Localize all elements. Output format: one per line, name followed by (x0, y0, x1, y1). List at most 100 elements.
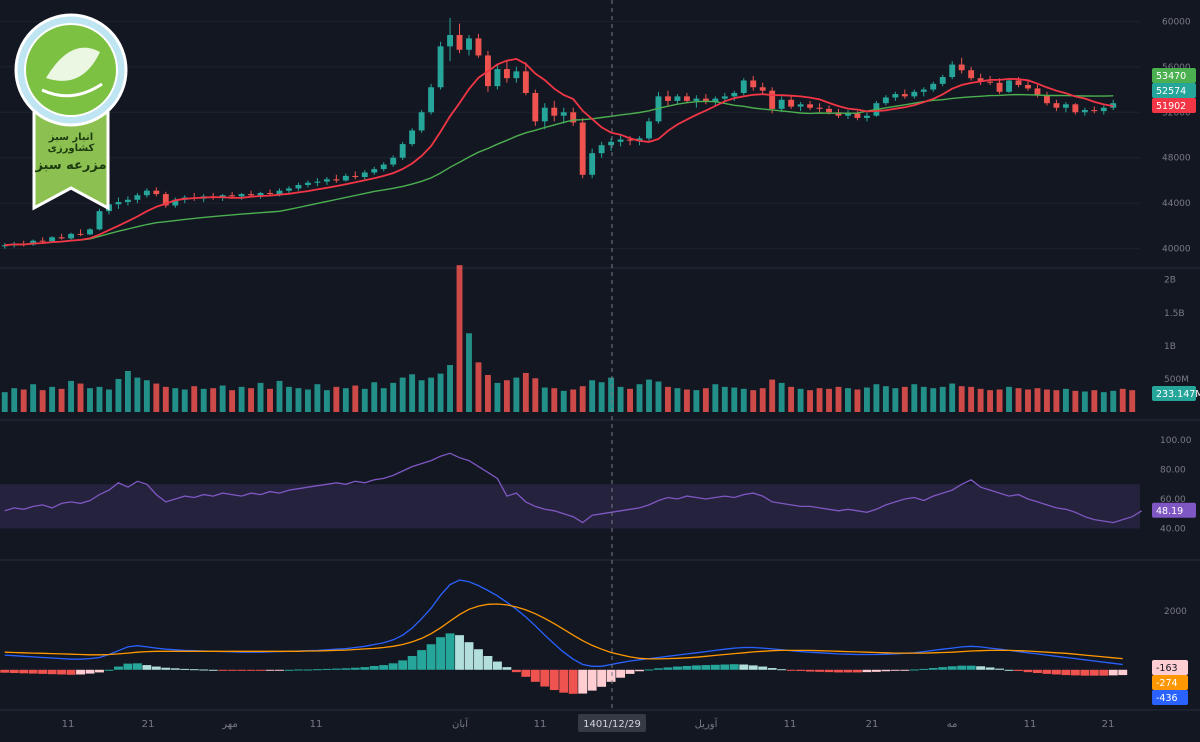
price-tick-label: 52000 (1162, 108, 1191, 118)
macd-histogram-bar (853, 669, 862, 673)
price-tick-label: 44000 (1162, 199, 1191, 209)
candle-body (778, 99, 785, 109)
volume-bar (361, 388, 368, 412)
volume-bar (608, 377, 615, 412)
price-tick-label: 56000 (1162, 63, 1191, 73)
volume-tick-label: 1B (1164, 342, 1176, 352)
candle-body (807, 104, 814, 108)
volume-bar (210, 388, 217, 412)
candle-body (845, 113, 851, 116)
volume-bar (58, 388, 65, 412)
macd-histogram-bar (606, 669, 616, 682)
macd-histogram-bar (1033, 669, 1042, 674)
candle-body (513, 71, 520, 79)
watermark-logo: انبار سبز کشاورزی مزرعه سبز (12, 12, 130, 212)
candle-body (447, 35, 453, 47)
volume-bar (390, 382, 397, 412)
volume-bar (731, 387, 738, 412)
volume-bar (494, 382, 501, 412)
macd-histogram-bar (227, 669, 237, 671)
candle-body (551, 107, 558, 116)
candle-body (759, 87, 766, 91)
candle-body (96, 211, 103, 230)
candle-body (617, 139, 624, 142)
axes: 60000 56000 52000 48000 44000 40000 53470 52574… (62, 0, 1200, 732)
macd-pane (0, 579, 1128, 694)
candle-body (683, 96, 690, 101)
macd-tag: -163 (1156, 663, 1178, 674)
macd-histogram-bar (322, 668, 332, 670)
macd-histogram-bar (284, 669, 294, 671)
macd-histogram-bar (1108, 669, 1118, 676)
volume-bar (96, 386, 103, 412)
macd-histogram-bar (246, 669, 256, 671)
macd-histogram-bar (815, 669, 824, 672)
candle-body (930, 83, 937, 90)
candle-body (229, 195, 236, 197)
macd-tick-label: 2000 (1164, 607, 1187, 617)
candle-body (162, 194, 169, 206)
macd-histogram-bar (426, 644, 436, 670)
price-tick-label: 40000 (1162, 245, 1191, 255)
macd-histogram-bar (180, 668, 190, 670)
volume-bar (674, 388, 681, 412)
macd-histogram-bar (957, 665, 967, 670)
macd-histogram-bar (511, 669, 521, 673)
candle-body (371, 169, 378, 173)
volume-bar (901, 386, 908, 412)
macd-histogram-bar (1089, 669, 1099, 676)
volume-bar (683, 389, 690, 412)
macd-histogram-bar (113, 666, 123, 670)
macd-histogram-bar (597, 669, 607, 687)
volume-bar (276, 380, 283, 412)
macd-histogram-bar (635, 669, 644, 672)
candle-body (1006, 80, 1012, 92)
candle-body (39, 240, 46, 242)
macd-histogram-bar (1099, 669, 1109, 676)
candle-body (352, 175, 359, 178)
rsi-line (4, 452, 1143, 524)
volume-bar (769, 379, 776, 412)
macd-histogram-bar (644, 669, 654, 671)
volume-bar (409, 374, 416, 412)
macd-histogram-bar (1014, 669, 1023, 671)
candle-body (693, 98, 700, 101)
candle-body (769, 90, 776, 109)
volume-bar (267, 388, 273, 412)
candle-body (636, 138, 643, 141)
macd-histogram-bar (265, 669, 275, 671)
macd-histogram-bar (976, 666, 986, 670)
volume-bar (106, 389, 112, 412)
candle-body (409, 130, 416, 145)
volume-bar (598, 382, 605, 412)
volume-bar (456, 265, 463, 412)
macd-histogram-bar (303, 669, 313, 671)
macd-histogram-bar (57, 669, 67, 675)
macd-histogram-bar (151, 666, 161, 670)
candle-body (560, 112, 567, 116)
volume-bar (665, 386, 671, 412)
volume-bar (466, 333, 472, 412)
volume-bar (589, 380, 596, 412)
candle-body (295, 185, 302, 189)
x-tick-label: 11 (784, 719, 797, 730)
volume-bar (513, 377, 520, 412)
macd-histogram-bar (748, 665, 758, 670)
macd-histogram-bar (350, 667, 360, 670)
candle-body (674, 96, 681, 101)
macd-histogram-bar (691, 665, 701, 670)
volume-bar (1034, 388, 1041, 412)
macd-histogram-bar (294, 669, 303, 671)
macd-histogram-bar (871, 669, 881, 672)
volume-bar (1053, 390, 1060, 412)
macd-histogram-bar (161, 667, 171, 670)
candle-body (87, 229, 93, 235)
candle-body (143, 190, 150, 196)
macd-histogram-bar (767, 668, 777, 670)
macd-histogram-bar (625, 669, 635, 674)
macd-histogram-bar (483, 655, 493, 670)
candle-body (172, 199, 179, 206)
candle-body (740, 80, 747, 93)
